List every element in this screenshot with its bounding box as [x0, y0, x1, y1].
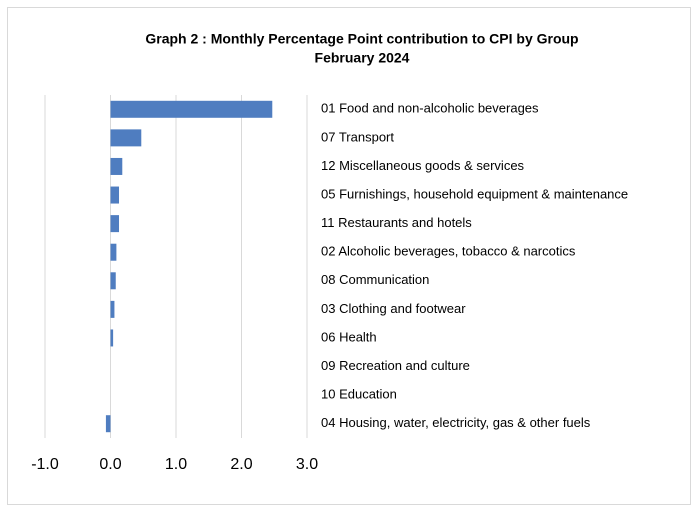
chart-frame: [7, 7, 691, 505]
category-label: 06 Health: [321, 329, 377, 344]
bar: [110, 243, 117, 261]
bar: [110, 186, 120, 204]
x-tick-label: 2.0: [230, 456, 252, 473]
bar: [110, 272, 116, 290]
bar: [110, 100, 273, 118]
bar: [105, 415, 111, 433]
category-label: 03 Clothing and footwear: [321, 301, 466, 316]
category-label: 10 Education: [321, 387, 397, 402]
bar: [110, 329, 114, 347]
category-label: 12 Miscellaneous goods & services: [321, 158, 525, 173]
category-label: 01 Food and non-alcoholic beverages: [321, 101, 539, 116]
category-label: 07 Transport: [321, 129, 394, 144]
bar: [110, 129, 142, 147]
x-tick-label: 3.0: [296, 456, 318, 473]
category-label: 04 Housing, water, electricity, gas & ot…: [321, 415, 591, 430]
chart-subtitle: February 2024: [315, 50, 410, 66]
category-label: 05 Furnishings, household equipment & ma…: [321, 186, 628, 201]
chart-title: Graph 2 : Monthly Percentage Point contr…: [145, 31, 578, 47]
x-tick-label: 1.0: [165, 456, 187, 473]
category-label: 02 Alcoholic beverages, tobacco & narcot…: [321, 244, 576, 259]
bar: [110, 215, 120, 233]
category-label: 09 Recreation and culture: [321, 358, 470, 373]
category-label: 08 Communication: [321, 272, 429, 287]
category-label: 11 Restaurants and hotels: [321, 215, 472, 230]
bar: [110, 157, 123, 175]
bar: [110, 300, 115, 318]
x-tick-label: -1.0: [31, 456, 59, 473]
x-tick-label: 0.0: [99, 456, 121, 473]
